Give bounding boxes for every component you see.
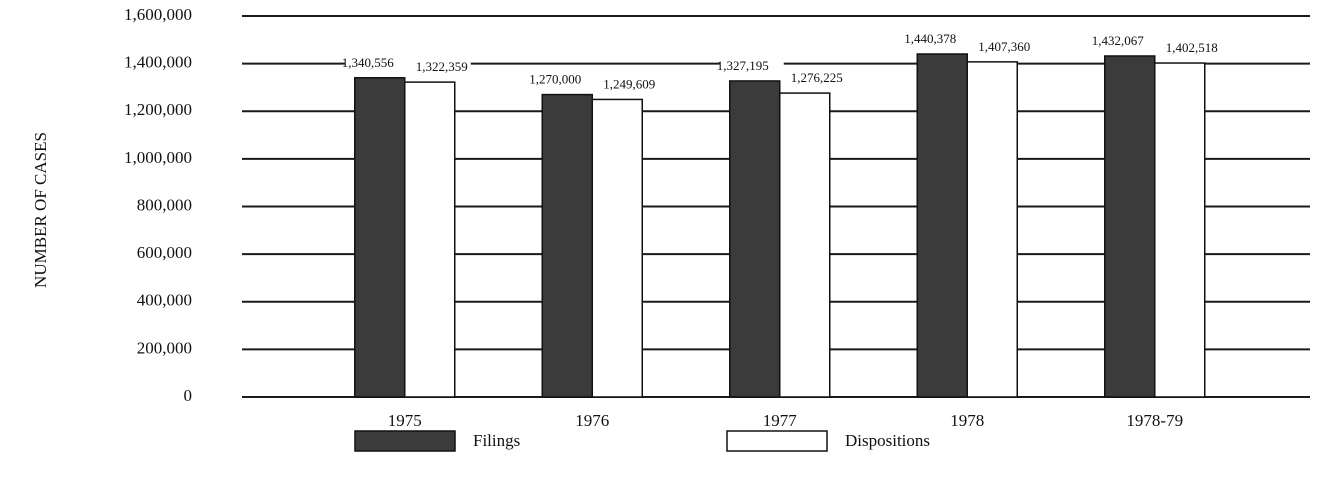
bar [1154,62,1206,398]
label-bg [594,77,659,94]
value-label: 1,407,360 [978,39,1030,54]
value-label: 1,276,225 [791,70,843,85]
y-tick-label: 1,600,000 [124,5,192,24]
legend-swatch [726,430,828,452]
bar [1104,55,1156,398]
bar [404,81,456,398]
y-tick-label: 800,000 [137,195,192,214]
bar [354,77,406,398]
label-bg [719,58,784,75]
bar [916,53,968,398]
y-tick-label: 0 [184,386,193,405]
value-label: 1,249,609 [603,76,655,91]
label-bg [907,32,972,49]
y-tick-label: 400,000 [137,291,192,310]
label-bg [406,60,471,77]
label-bg [344,55,409,72]
value-label: 1,440,378 [904,31,956,46]
label-bg [1156,41,1221,58]
x-tick-label: 1978-79 [1126,411,1183,430]
x-tick-label: 1977 [763,411,798,430]
label-bg [532,72,597,89]
value-label: 1,340,556 [342,55,395,70]
legend-label: Filings [473,431,520,450]
y-tick-label: 600,000 [137,243,192,262]
label-bg [781,71,846,88]
legend-label: Dispositions [845,431,930,450]
y-tick-label: 1,200,000 [124,100,192,119]
bar [729,80,781,398]
value-label: 1,270,000 [529,72,581,87]
value-label: 1,402,518 [1166,40,1218,55]
value-label: 1,327,195 [717,58,769,73]
y-tick-label: 1,400,000 [124,53,192,72]
value-label: 1,322,359 [416,59,468,74]
bar [966,61,1018,398]
label-bg [969,39,1034,56]
x-tick-label: 1975 [388,411,422,430]
bar [541,93,593,398]
y-tick-label: 200,000 [137,338,192,357]
value-label: 1,432,067 [1092,33,1145,48]
bar [591,98,643,398]
x-tick-label: 1976 [575,411,609,430]
y-axis-title: NUMBER OF CASES [31,132,50,288]
bar [779,92,831,398]
x-tick-label: 1978 [950,411,984,430]
legend-swatch [354,430,456,452]
label-bg [1094,33,1159,50]
y-tick-label: 1,000,000 [124,148,192,167]
